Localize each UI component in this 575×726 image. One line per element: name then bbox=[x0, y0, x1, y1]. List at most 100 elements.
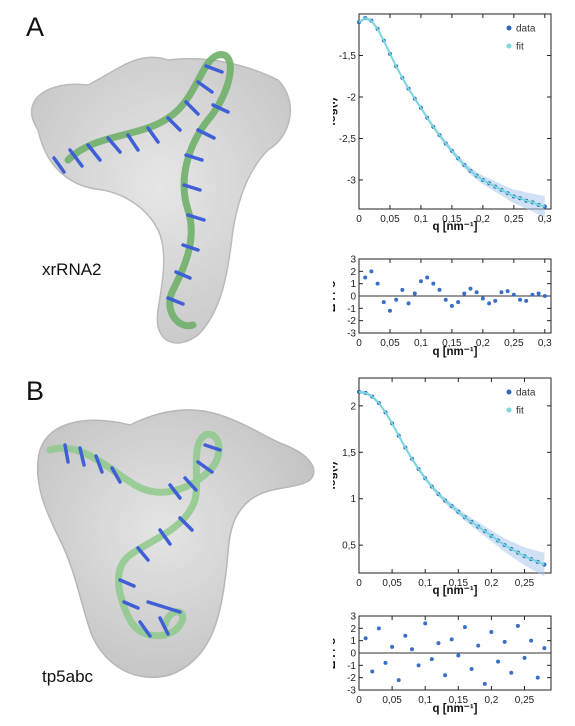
residual-point bbox=[529, 638, 534, 643]
y-tick-label: 0 bbox=[350, 649, 356, 660]
x-tick-label: 0,3 bbox=[538, 214, 552, 225]
y-tick-label: 1,5 bbox=[342, 448, 356, 459]
residual-point bbox=[482, 681, 487, 686]
residual-point bbox=[390, 644, 395, 649]
y-tick-label: 2 bbox=[350, 401, 356, 412]
residual-point bbox=[468, 286, 473, 291]
legend-label-fit: fit bbox=[516, 42, 524, 53]
x-tick-label: 0,25 bbox=[515, 578, 535, 589]
rna-backbone bbox=[46, 430, 223, 640]
x-tick-label: 0,25 bbox=[515, 695, 535, 706]
x-tick-label: 0,3 bbox=[538, 338, 552, 349]
x-tick-label: 0,2 bbox=[476, 214, 490, 225]
y-tick-label: -2 bbox=[347, 673, 356, 684]
residual-point bbox=[437, 287, 442, 292]
error-band bbox=[359, 16, 545, 218]
residual-point bbox=[418, 279, 423, 284]
molecule-label-xrrna2: xrRNA2 bbox=[42, 260, 102, 279]
plot-frame bbox=[358, 13, 552, 210]
x-tick-label: 0,15 bbox=[449, 695, 469, 706]
residual-point bbox=[456, 653, 461, 658]
molecule-render-tp5abc bbox=[36, 409, 315, 678]
residual-point bbox=[403, 633, 408, 638]
y-axis-title: Δ I / σ bbox=[333, 280, 338, 312]
y-tick-label: 1 bbox=[350, 279, 356, 290]
x-tick-label: 0,1 bbox=[414, 214, 428, 225]
x-tick-label: 0,2 bbox=[484, 695, 498, 706]
y-tick-label: 0 bbox=[350, 292, 356, 303]
y-tick-label: 3 bbox=[350, 612, 356, 623]
x-axis-title: q [nm⁻¹] bbox=[432, 585, 477, 597]
x-tick-label: 0,2 bbox=[476, 338, 490, 349]
y-tick-label: 1 bbox=[350, 494, 356, 505]
rna-bases bbox=[52, 64, 230, 306]
residual-point bbox=[518, 297, 523, 302]
x-tick-label: 0,15 bbox=[449, 578, 469, 589]
plot-frame bbox=[358, 377, 552, 574]
legend-marker-data bbox=[506, 389, 512, 395]
residual-point bbox=[425, 275, 430, 280]
x-tick-label: 0 bbox=[356, 214, 362, 225]
x-tick-label: 0,05 bbox=[382, 578, 402, 589]
y-tick-label: 2 bbox=[350, 624, 356, 635]
legend-marker-fit bbox=[506, 407, 512, 413]
rna-bases bbox=[63, 443, 222, 638]
x-tick-label: 0 bbox=[356, 578, 362, 589]
residual-point bbox=[535, 675, 540, 680]
x-axis-title: q [nm⁻¹] bbox=[432, 703, 477, 715]
residual-point bbox=[409, 647, 414, 652]
residual-point bbox=[493, 298, 498, 303]
residual-point bbox=[449, 303, 454, 308]
residual-point bbox=[515, 623, 520, 628]
residual-point bbox=[406, 301, 411, 306]
residual-point bbox=[536, 291, 541, 296]
x-tick-label: 0,05 bbox=[380, 214, 400, 225]
residual-point bbox=[480, 296, 485, 301]
legend-label-data: data bbox=[516, 388, 536, 399]
residual-point bbox=[436, 641, 441, 646]
residual-point bbox=[469, 667, 474, 672]
saxs-fit-plot-b: 0 0,05 0,1 0,15 0,2 0,25 2 1,5 1 0,5 q [nm⁻¹] log(I… bbox=[333, 377, 552, 597]
legend-marker-data bbox=[506, 25, 512, 31]
x-tick-label: 0,1 bbox=[414, 338, 428, 349]
residual-point bbox=[524, 298, 529, 303]
residual-point bbox=[487, 301, 492, 306]
residual-point bbox=[375, 281, 380, 286]
y-tick-label: -3 bbox=[347, 329, 356, 340]
residual-point bbox=[383, 660, 388, 665]
residual-point bbox=[443, 297, 448, 302]
y-tick-label: 2 bbox=[350, 267, 356, 278]
legend-marker-fit bbox=[506, 43, 512, 49]
legend-label-fit: fit bbox=[516, 406, 524, 417]
x-tick-label: 0,15 bbox=[442, 214, 462, 225]
density-envelope bbox=[36, 409, 315, 678]
residual-point bbox=[394, 297, 399, 302]
rna-backbone bbox=[64, 51, 234, 330]
x-tick-label: 0 bbox=[356, 338, 362, 349]
x-tick-label: 0,05 bbox=[380, 338, 400, 349]
residual-point bbox=[496, 659, 501, 664]
residual-point bbox=[505, 289, 510, 294]
y-tick-label: -2,5 bbox=[339, 134, 357, 145]
x-tick-label: 0,1 bbox=[418, 578, 432, 589]
residual-point bbox=[509, 670, 514, 675]
residual-point bbox=[363, 636, 368, 641]
residual-point bbox=[462, 625, 467, 630]
x-tick-label: 0,25 bbox=[504, 214, 524, 225]
y-tick-label: -2 bbox=[347, 92, 356, 103]
residual-point bbox=[530, 292, 535, 297]
residual-point bbox=[370, 669, 375, 674]
y-axis-title: log(I) bbox=[333, 97, 338, 125]
residual-point bbox=[542, 646, 547, 651]
residual-point bbox=[363, 275, 368, 280]
density-envelope bbox=[31, 56, 292, 344]
residual-point bbox=[511, 292, 516, 297]
residual-point bbox=[499, 290, 504, 295]
residual-point bbox=[387, 308, 392, 313]
panel-label-a: A bbox=[26, 12, 45, 42]
residual-point bbox=[416, 663, 421, 668]
residual-point bbox=[431, 281, 436, 286]
residual-point bbox=[502, 639, 507, 644]
residual-point bbox=[369, 269, 374, 274]
